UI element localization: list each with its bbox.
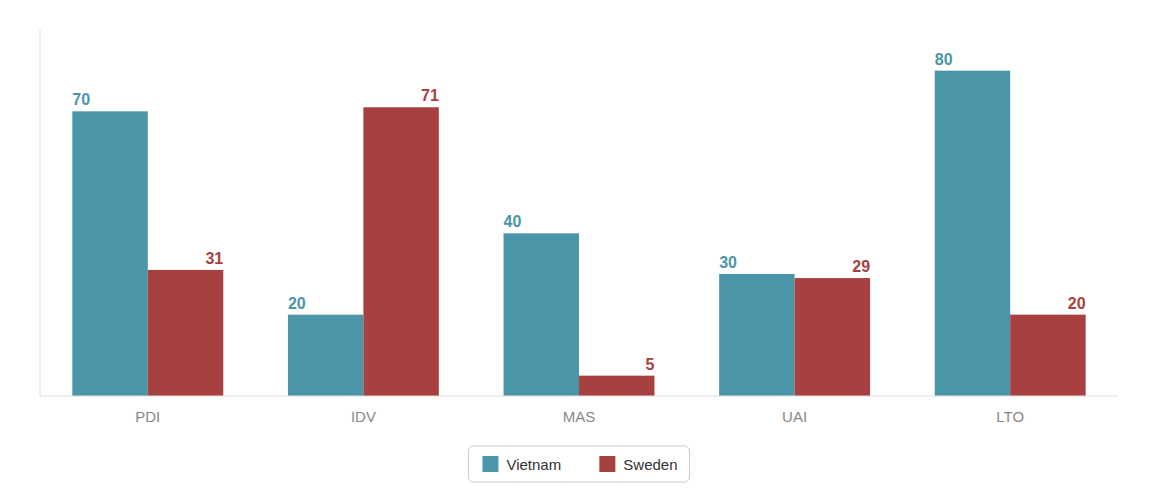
data-labels: 70 20 40 30 80 31 71 5 29 20: [72, 51, 1085, 373]
bar: [363, 107, 438, 396]
data-label: 71: [421, 87, 439, 104]
data-label: 30: [719, 254, 737, 271]
legend: Vietnam Sweden: [468, 446, 689, 482]
data-label: 20: [1068, 295, 1086, 312]
data-label: 31: [205, 250, 223, 267]
bar: [579, 376, 654, 396]
legend-frame: [468, 446, 689, 482]
bar: [935, 71, 1010, 396]
legend-swatch: [482, 456, 498, 472]
data-label: 40: [504, 213, 522, 230]
x-tick-label: IDV: [351, 408, 376, 425]
chart-container: 70 20 40 30 80 31 71 5 29 20 PDI IDV MAS UAI LTO Vietna…: [0, 0, 1158, 496]
chart-svg: 70 20 40 30 80 31 71 5 29 20 PDI IDV MAS UAI LTO Vietna…: [0, 0, 1158, 496]
x-tick-labels: PDI IDV MAS UAI LTO: [135, 408, 1024, 425]
x-axis-line: [40, 396, 1118, 397]
bar: [504, 233, 579, 396]
data-label: 20: [288, 295, 306, 312]
bar: [719, 274, 794, 396]
bars: [72, 71, 1085, 396]
data-label: 80: [935, 51, 953, 68]
bar: [148, 270, 223, 396]
x-tick-label: MAS: [563, 408, 596, 425]
legend-swatch: [599, 456, 615, 472]
x-tick-label: LTO: [996, 408, 1024, 425]
bar: [288, 315, 363, 396]
x-tick-label: UAI: [782, 408, 807, 425]
x-tick-label: PDI: [135, 408, 160, 425]
data-label: 5: [646, 356, 655, 373]
legend-label: Sweden: [623, 456, 677, 473]
data-label: 29: [852, 258, 870, 275]
legend-label: Vietnam: [506, 456, 561, 473]
bar: [72, 111, 147, 396]
y-axis-line: [40, 30, 41, 396]
bar: [795, 278, 870, 396]
data-label: 70: [72, 91, 90, 108]
bar: [1010, 315, 1085, 396]
